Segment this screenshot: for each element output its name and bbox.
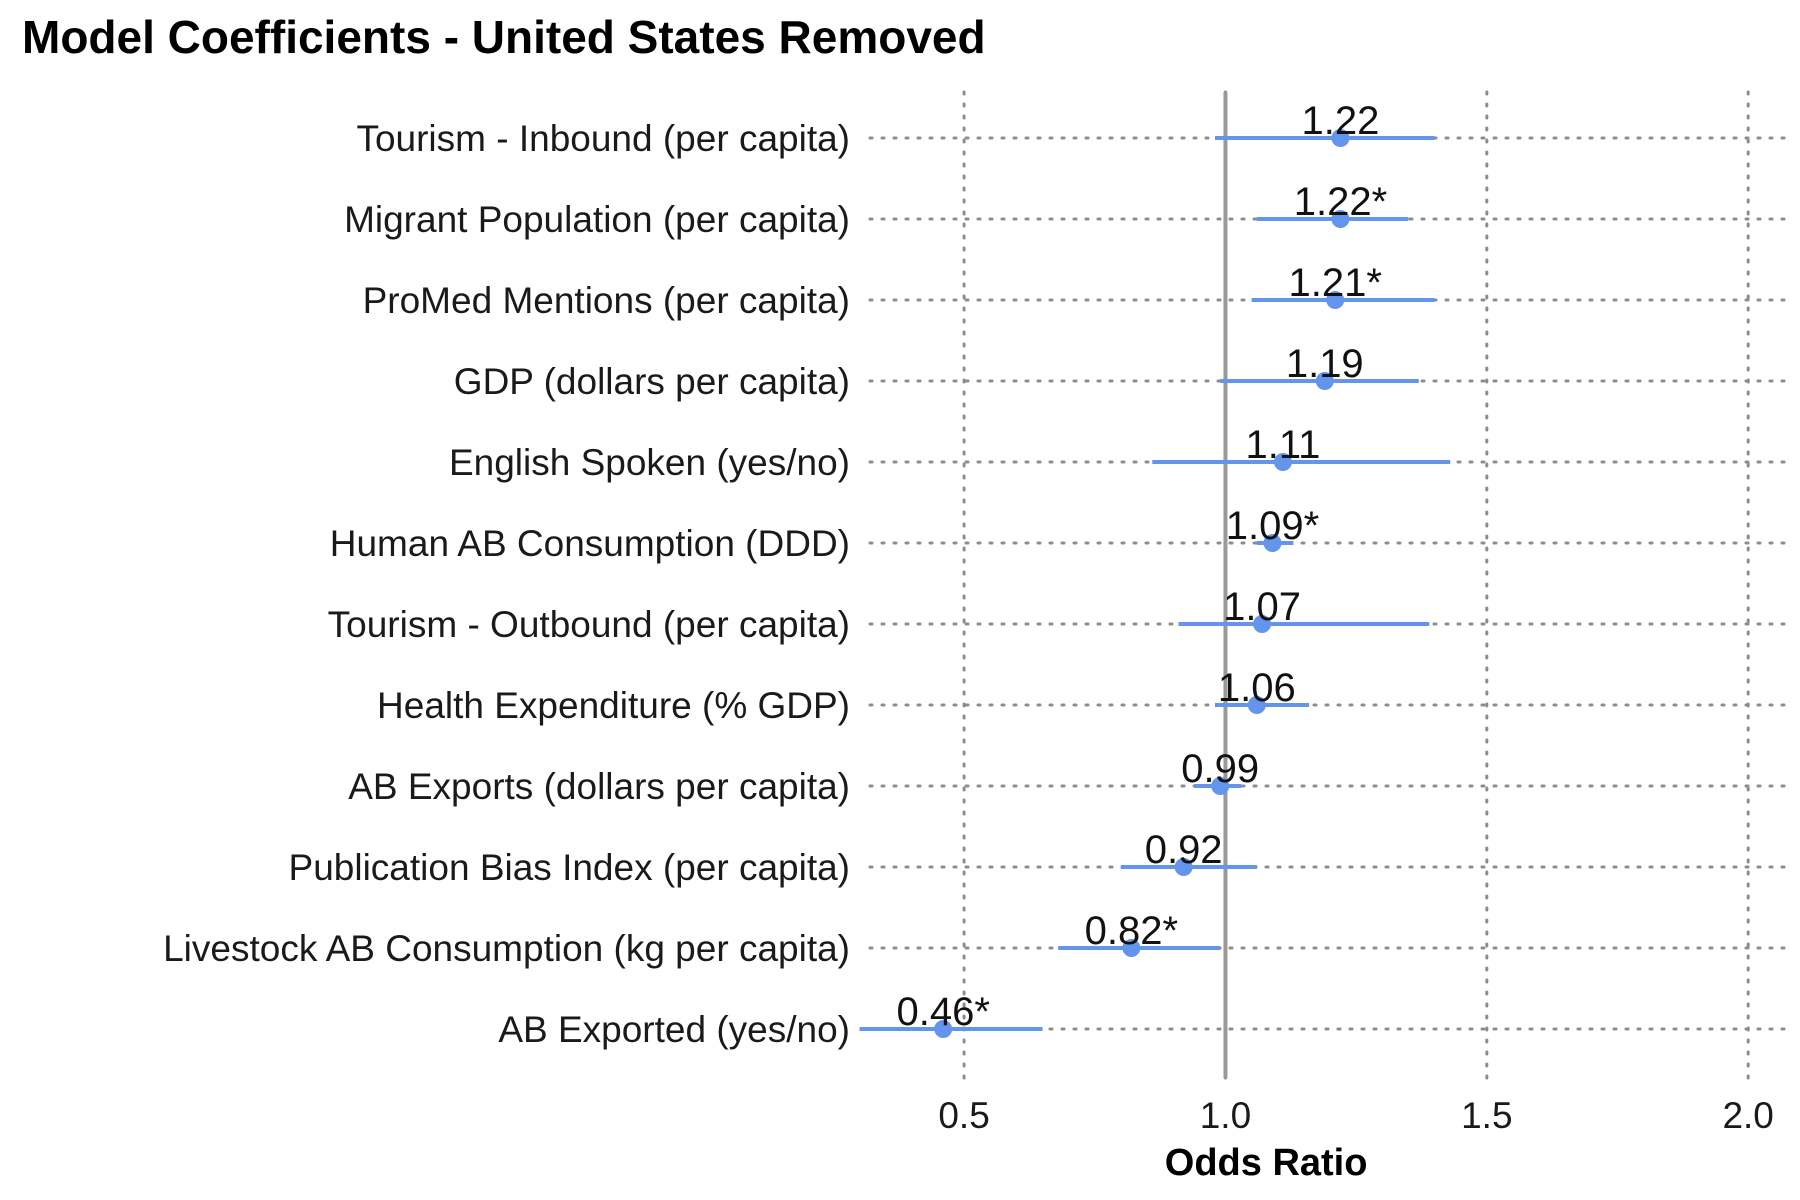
value-label: 0.99 <box>1181 747 1259 791</box>
category-label: Tourism - Outbound (per capita) <box>328 604 850 645</box>
value-label: 1.22 <box>1302 99 1380 143</box>
x-tick-label: 2.0 <box>1722 1095 1773 1136</box>
horizontal-gridlines <box>868 136 1792 1031</box>
category-label: AB Exported (yes/no) <box>498 1009 850 1050</box>
category-label: Publication Bias Index (per capita) <box>289 847 850 888</box>
value-label: 1.09* <box>1226 504 1319 548</box>
estimate-point <box>1174 858 1193 876</box>
value-label: 1.21* <box>1289 261 1382 305</box>
x-tick-label: 1.0 <box>1200 1095 1251 1136</box>
value-label: 0.92 <box>1145 828 1223 872</box>
category-label: Health Expenditure (% GDP) <box>377 685 850 726</box>
x-tick-label: 1.5 <box>1461 1095 1512 1136</box>
estimate-points <box>934 129 1350 1038</box>
estimate-point <box>1247 696 1266 714</box>
estimate-point <box>1211 777 1230 795</box>
category-label: Migrant Population (per capita) <box>344 199 850 240</box>
estimate-point <box>934 1020 953 1038</box>
category-labels: Tourism - Inbound (per capita) Migrant Po… <box>163 118 850 1050</box>
category-label: English Spoken (yes/no) <box>449 442 850 483</box>
category-label: Human AB Consumption (DDD) <box>330 523 850 564</box>
category-label: GDP (dollars per capita) <box>454 361 850 402</box>
value-label: 1.07 <box>1223 585 1301 629</box>
chart-title: Model Coefficients - United States Remov… <box>22 11 986 63</box>
value-labels: 1.22 1.22* 1.21* 1.19 1.11 1.09* 1.07 1.06 0.99 0… <box>896 99 1387 1034</box>
estimate-point <box>1331 210 1350 228</box>
category-label: Livestock AB Consumption (kg per capita) <box>163 928 850 969</box>
x-axis-title: Odds Ratio <box>1165 1142 1368 1184</box>
category-label: Tourism - Inbound (per capita) <box>356 118 850 159</box>
value-label: 1.19 <box>1286 342 1364 386</box>
estimate-point <box>1253 615 1272 633</box>
estimate-point <box>1315 372 1334 390</box>
x-tick-labels: 0.5 1.0 1.5 2.0 <box>938 1095 1774 1136</box>
estimate-point <box>1263 534 1282 552</box>
x-tick-label: 0.5 <box>938 1095 989 1136</box>
estimate-point <box>1326 291 1345 309</box>
value-label: 1.11 <box>1246 423 1321 467</box>
value-label: 0.46* <box>896 990 989 1034</box>
category-label: AB Exports (dollars per capita) <box>348 766 850 807</box>
estimate-point <box>1122 939 1141 957</box>
estimate-point <box>1331 129 1350 147</box>
value-label: 1.06 <box>1218 666 1296 710</box>
value-label: 0.82* <box>1085 909 1178 953</box>
value-label: 1.22* <box>1294 180 1387 224</box>
vertical-gridlines <box>962 90 1750 1080</box>
estimate-point <box>1273 453 1292 471</box>
category-label: ProMed Mentions (per capita) <box>363 280 850 321</box>
